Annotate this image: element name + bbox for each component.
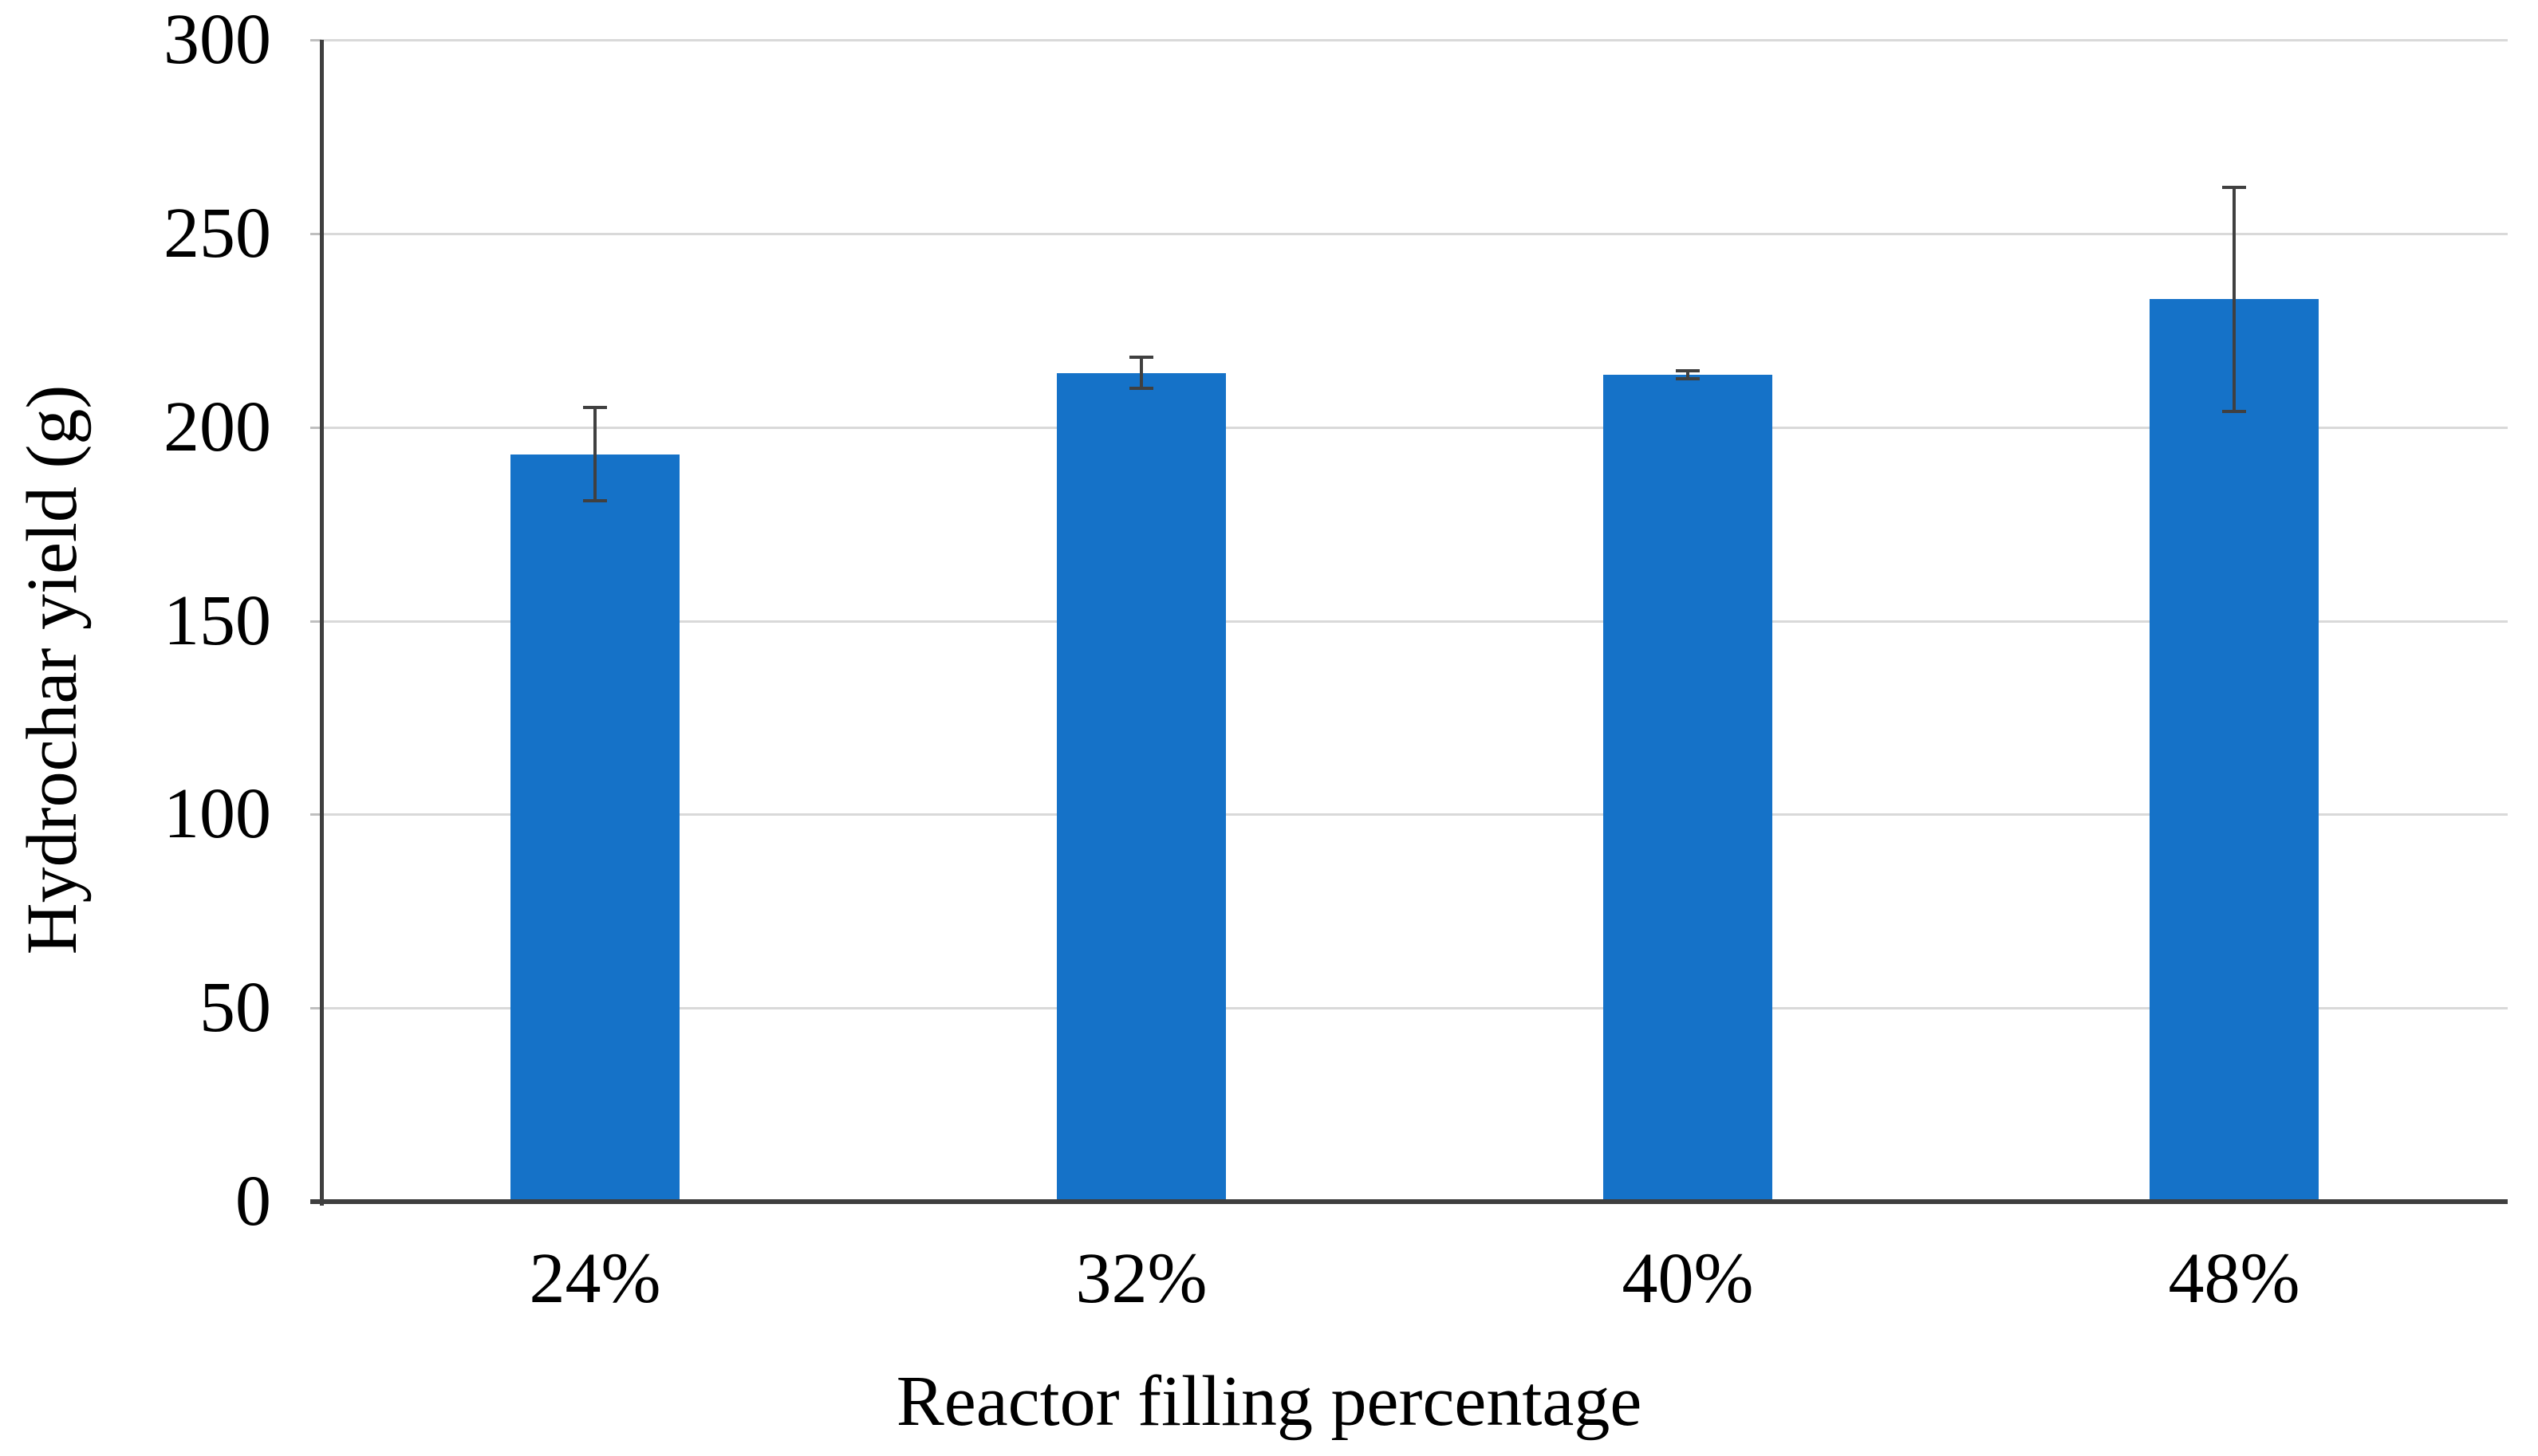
error-bar-line-40% <box>1686 371 1689 379</box>
error-bar-line-48% <box>2233 187 2236 412</box>
error-bar-cap-top-40% <box>1676 369 1700 372</box>
error-bar-line-24% <box>593 407 597 501</box>
y-axis-tick-50 <box>310 1007 321 1010</box>
bar-48% <box>2150 299 2319 1202</box>
y-tick-label-150: 150 <box>164 580 271 660</box>
bar-24% <box>510 455 680 1202</box>
y-tick-label-300: 300 <box>164 0 271 79</box>
y-axis-tick-300 <box>310 39 321 41</box>
y-tick-label-50: 50 <box>199 968 271 1048</box>
gridline-150 <box>321 620 2508 623</box>
y-axis-tick-150 <box>310 620 321 623</box>
plot-area <box>321 39 2508 1202</box>
error-bar-line-32% <box>1140 357 1143 388</box>
error-bar-cap-bottom-24% <box>583 499 607 502</box>
bar-40% <box>1603 375 1772 1202</box>
gridline-250 <box>321 232 2508 235</box>
x-tick-label-32%: 32% <box>1075 1239 1208 1318</box>
error-bar-cap-top-48% <box>2222 186 2246 189</box>
bar-32% <box>1057 373 1226 1202</box>
error-bar-cap-top-24% <box>583 406 607 409</box>
x-tick-label-48%: 48% <box>2168 1239 2300 1318</box>
error-bar-cap-bottom-48% <box>2222 410 2246 413</box>
y-tick-label-250: 250 <box>164 193 271 273</box>
y-axis-tick-200 <box>310 426 321 429</box>
y-axis-line <box>320 40 324 1206</box>
x-axis-line <box>310 1199 2508 1204</box>
error-bar-cap-bottom-32% <box>1129 387 1153 390</box>
y-axis-tick-250 <box>310 232 321 235</box>
x-axis-title: Reactor filling percentage <box>896 1362 1642 1441</box>
gridline-300 <box>321 39 2508 41</box>
x-tick-label-40%: 40% <box>1622 1239 1754 1318</box>
gridline-50 <box>321 1007 2508 1010</box>
y-tick-label-200: 200 <box>164 387 271 466</box>
x-tick-label-24%: 24% <box>529 1239 661 1318</box>
y-axis-title: Hydrochar yield (g) <box>13 384 92 955</box>
y-tick-label-100: 100 <box>164 774 271 854</box>
y-tick-label-0: 0 <box>235 1162 271 1241</box>
error-bar-cap-top-32% <box>1129 356 1153 359</box>
error-bar-cap-bottom-40% <box>1676 377 1700 380</box>
gridline-100 <box>321 813 2508 817</box>
y-axis-tick-100 <box>310 813 321 817</box>
gridline-200 <box>321 426 2508 429</box>
